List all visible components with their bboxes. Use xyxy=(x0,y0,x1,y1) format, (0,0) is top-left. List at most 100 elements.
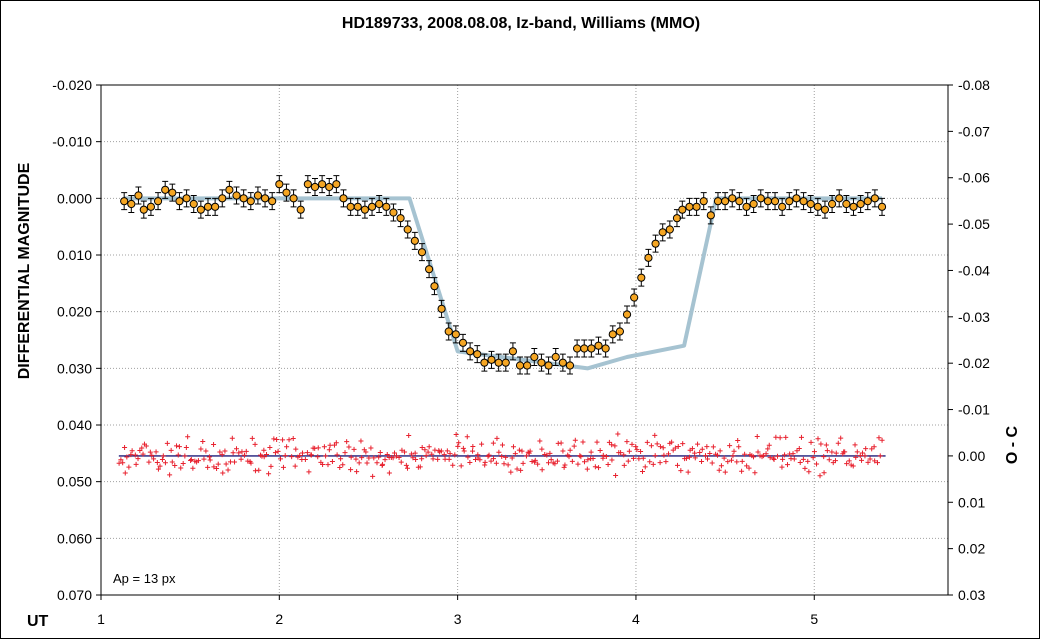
residual-point xyxy=(597,448,603,454)
residual-point xyxy=(835,440,841,446)
residual-point xyxy=(633,444,639,450)
residual-point xyxy=(773,434,779,440)
residual-point xyxy=(596,465,602,471)
data-point xyxy=(396,214,405,223)
data-point xyxy=(763,197,773,206)
residual-point xyxy=(674,462,680,468)
residual-point xyxy=(432,447,438,453)
residual-point xyxy=(545,460,551,466)
residual-point xyxy=(371,455,377,461)
residual-point xyxy=(717,448,723,454)
residual-point xyxy=(609,457,615,463)
residual-point xyxy=(277,456,283,462)
residual-point xyxy=(800,456,806,462)
residual-point xyxy=(396,455,402,461)
residual-point xyxy=(699,458,705,464)
residual-point xyxy=(374,460,380,466)
residual-point xyxy=(503,454,509,460)
residual-point xyxy=(636,456,642,462)
residual-point xyxy=(508,469,514,475)
residual-point xyxy=(488,458,494,464)
data-point xyxy=(580,344,589,353)
data-point xyxy=(778,202,787,211)
residual-point xyxy=(806,469,812,475)
residual-point xyxy=(874,460,880,466)
residual-point xyxy=(853,454,859,460)
data-point xyxy=(127,199,136,209)
residual-point xyxy=(650,461,656,467)
residual-point xyxy=(527,448,533,454)
residual-point xyxy=(419,445,425,451)
data-point xyxy=(658,228,667,237)
residual-point xyxy=(518,467,524,473)
residual-point xyxy=(675,443,681,449)
residual-point xyxy=(214,466,220,472)
residual-point xyxy=(728,457,734,463)
aperture-annotation: Ap = 13 px xyxy=(113,571,176,586)
residual-point xyxy=(241,452,247,458)
residual-point xyxy=(176,444,182,450)
residual-point xyxy=(496,449,502,455)
y2-tick-label: -0.06 xyxy=(958,170,990,186)
residual-point xyxy=(794,448,800,454)
data-point xyxy=(480,358,489,367)
residual-point xyxy=(821,454,827,460)
residual-point xyxy=(261,447,267,453)
y2-tick-label: 0.01 xyxy=(958,494,985,510)
residual-point xyxy=(626,448,632,454)
residual-point xyxy=(188,457,194,463)
residual-point xyxy=(727,443,733,449)
residual-point xyxy=(661,452,667,458)
y2-tick-label: -0.07 xyxy=(958,123,990,139)
data-point xyxy=(601,344,610,353)
residual-point xyxy=(826,457,832,463)
data-point xyxy=(587,344,596,353)
residual-point xyxy=(707,451,713,457)
residual-point xyxy=(225,467,231,473)
residual-point xyxy=(167,472,173,478)
residual-point xyxy=(766,442,772,448)
residual-point xyxy=(353,456,359,462)
residual-point xyxy=(403,462,409,468)
residual-point xyxy=(376,454,382,460)
residual-point xyxy=(164,440,170,446)
data-point xyxy=(153,197,163,206)
data-point xyxy=(863,197,872,206)
data-point xyxy=(849,202,858,211)
residual-point xyxy=(124,454,130,460)
data-point xyxy=(573,344,582,353)
residual-point xyxy=(783,434,789,440)
residual-point xyxy=(417,464,423,470)
residual-point xyxy=(157,463,163,469)
residual-point xyxy=(510,444,516,450)
data-point xyxy=(466,347,475,356)
data-point xyxy=(139,205,148,214)
residual-point xyxy=(846,458,852,464)
residual-point xyxy=(292,463,298,469)
data-point xyxy=(651,239,660,248)
residual-point xyxy=(380,461,386,467)
residual-point xyxy=(539,467,545,473)
residual-point xyxy=(516,447,522,453)
residual-point xyxy=(877,453,883,459)
residual-point xyxy=(680,441,686,447)
data-point xyxy=(325,182,334,192)
data-point xyxy=(523,361,532,370)
data-point xyxy=(678,205,687,214)
residual-point xyxy=(337,464,343,470)
data-point xyxy=(551,352,560,362)
residual-point xyxy=(640,469,646,475)
residual-point xyxy=(393,453,399,459)
data-point xyxy=(134,191,143,200)
plot-frame xyxy=(100,84,949,596)
residual-point xyxy=(340,462,346,468)
residual-point xyxy=(473,456,479,462)
y2-tick-label: -0.05 xyxy=(958,216,990,232)
residual-point xyxy=(867,456,873,462)
residual-point xyxy=(763,451,769,457)
residual-point xyxy=(252,441,258,447)
residual-point xyxy=(172,462,178,468)
residual-point xyxy=(430,456,436,462)
data-point xyxy=(196,205,205,214)
residual-point xyxy=(464,434,470,440)
